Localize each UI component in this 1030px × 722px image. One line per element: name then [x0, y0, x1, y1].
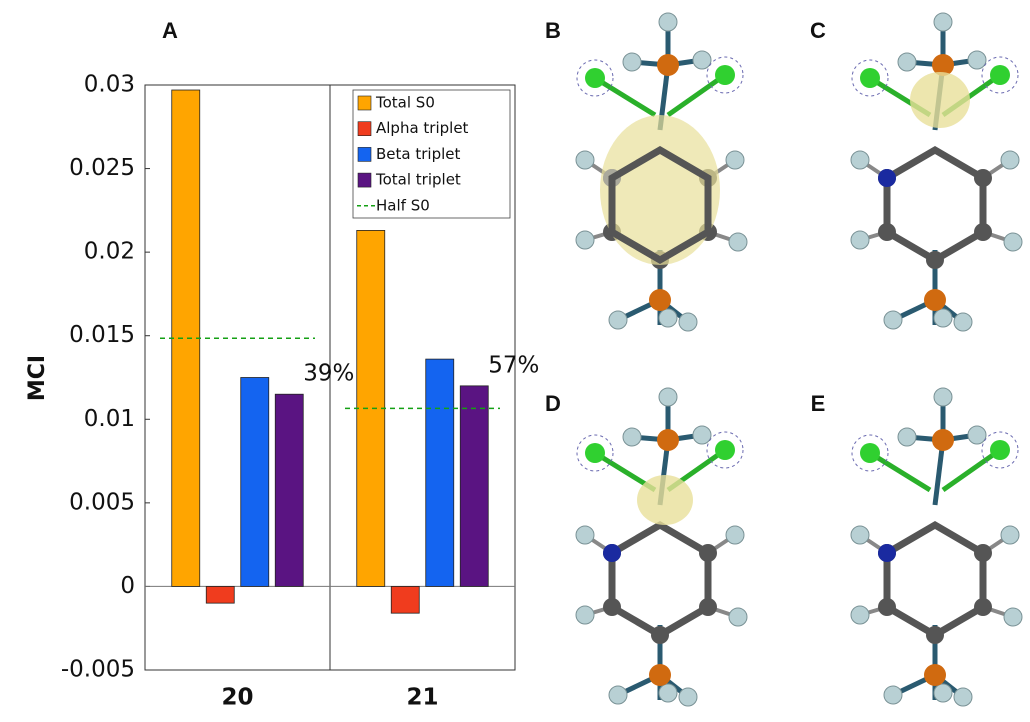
legend-label: Half S0: [376, 196, 430, 214]
legend-label: Total S0: [375, 94, 435, 112]
panel-label: D: [545, 391, 561, 416]
bar: [172, 90, 200, 586]
bar: [426, 359, 454, 586]
molecule-c: [851, 13, 1022, 331]
legend-swatch: [358, 122, 371, 136]
x-tick-label: 21: [406, 685, 438, 711]
y-tick-label: 0.03: [84, 72, 135, 98]
panel-label: A: [162, 18, 178, 43]
bar: [206, 586, 234, 603]
molecule-d: [576, 388, 747, 706]
annotation: 39%: [303, 361, 354, 387]
legend-label: Alpha triplet: [376, 119, 469, 137]
y-tick-label: -0.005: [61, 657, 135, 683]
legend-label: Total triplet: [375, 171, 461, 189]
molecule-b: [576, 13, 747, 331]
legend-swatch: [358, 96, 371, 110]
bar: [391, 586, 419, 613]
bar: [275, 394, 303, 586]
bar: [460, 386, 488, 587]
y-tick-label: 0.025: [69, 155, 135, 181]
y-tick-label: 0: [120, 573, 135, 599]
legend-swatch: [358, 147, 371, 161]
bar: [357, 230, 385, 586]
y-tick-label: 0.015: [69, 322, 135, 348]
panel-label: C: [810, 18, 826, 43]
y-axis-label: MCI: [25, 355, 50, 401]
y-tick-label: 0.02: [84, 239, 135, 265]
bar: [241, 378, 269, 587]
y-tick-label: 0.01: [84, 406, 135, 432]
panel-label: B: [545, 18, 561, 43]
legend-swatch: [358, 173, 371, 187]
annotation: 57%: [488, 352, 539, 378]
legend-label: Beta triplet: [376, 145, 460, 163]
y-tick-label: 0.005: [69, 489, 135, 515]
figure: MCI A B C D E -0.005 0 0.005 0.01 0.015 0.02 0.025 0…: [0, 0, 1030, 722]
x-tick-label: 20: [221, 685, 253, 711]
panel-label: E: [811, 391, 826, 416]
molecule-e: [851, 388, 1022, 706]
